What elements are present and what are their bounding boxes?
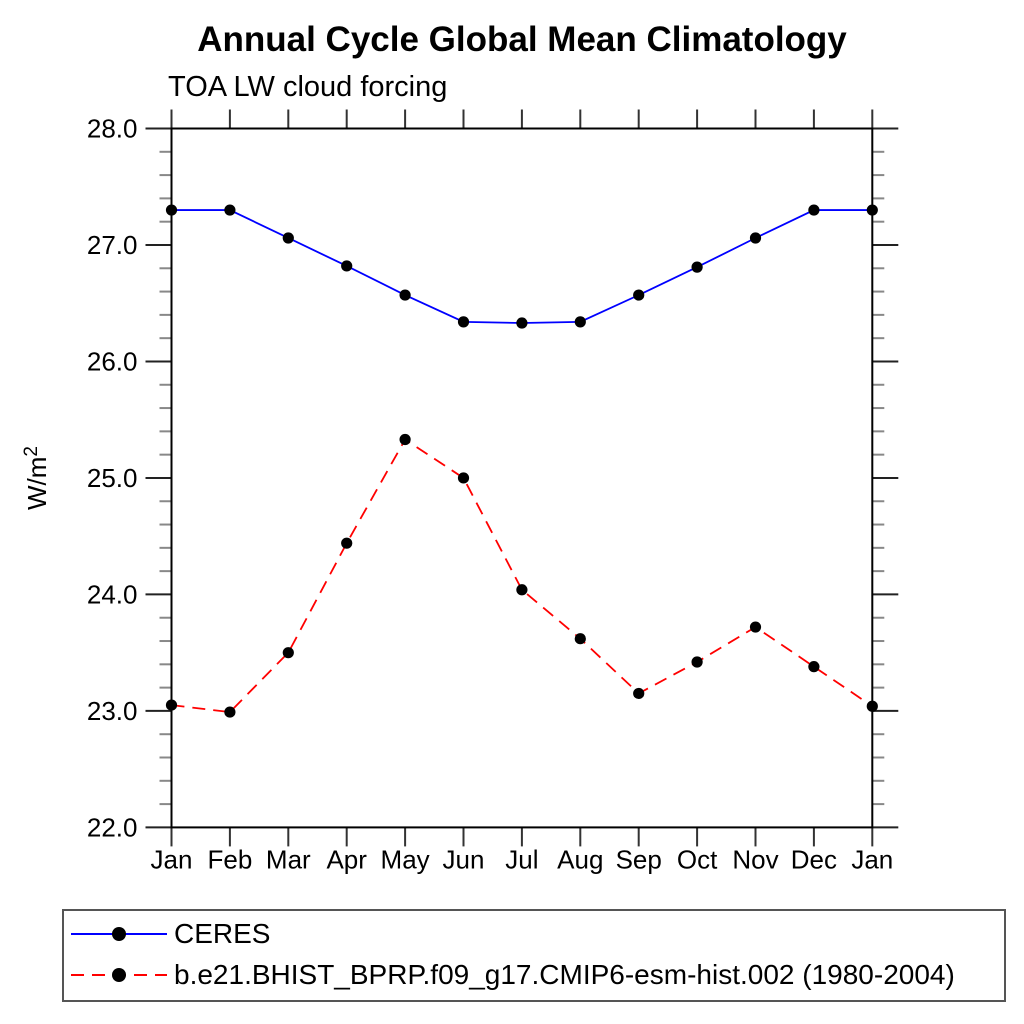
data-point-marker xyxy=(691,656,703,668)
x-tick-labels: Jan Feb Mar Apr May Jun Jul Aug Sep Oct Nov Dec Jan xyxy=(151,844,894,874)
y-tick-label: 26.0 xyxy=(87,346,138,376)
series-model xyxy=(165,433,878,718)
x-tick-label: Jan xyxy=(151,844,193,874)
axis-ticks xyxy=(145,109,899,847)
data-point-marker xyxy=(457,472,470,484)
plot-frame xyxy=(170,127,874,829)
series-ceres xyxy=(165,204,878,329)
x-tick-label: Sep xyxy=(616,844,662,874)
chart-title: Annual Cycle Global Mean Climatology xyxy=(197,20,847,59)
data-point-marker xyxy=(633,687,645,700)
data-point-marker xyxy=(224,204,236,216)
legend-item: CERES xyxy=(64,914,1004,954)
data-point-marker xyxy=(808,204,820,216)
y-tick-label: 27.0 xyxy=(87,230,138,260)
legend-label: b.e21.BHIST_BPRP.f09_g17.CMIP6-esm-hist.… xyxy=(174,959,955,991)
x-tick-label: Mar xyxy=(266,844,311,874)
data-point-marker xyxy=(516,584,528,596)
legend: CERES b.e21.BHIST_BPRP.f09_g17.CMIP6-esm-… xyxy=(62,909,1006,1002)
series-line xyxy=(171,438,873,714)
data-point-marker xyxy=(574,316,586,328)
data-point-marker xyxy=(749,621,762,633)
data-point-marker xyxy=(749,232,762,244)
data-point-marker xyxy=(282,647,294,659)
data-point-marker xyxy=(224,706,236,718)
data-point-marker xyxy=(866,204,878,216)
x-tick-label: Oct xyxy=(677,844,718,874)
x-tick-label: Jun xyxy=(443,844,485,874)
x-tick-label: Aug xyxy=(557,844,603,874)
x-tick-label: Feb xyxy=(207,844,252,874)
dashed-line-marker-icon xyxy=(71,968,167,983)
data-point-marker xyxy=(282,232,294,244)
data-point-marker xyxy=(457,316,470,328)
data-point-marker xyxy=(574,633,586,645)
x-tick-label: Dec xyxy=(791,844,837,874)
solid-line-marker-icon xyxy=(71,926,167,941)
data-point-marker xyxy=(516,317,528,329)
legend-item: b.e21.BHIST_BPRP.f09_g17.CMIP6-esm-hist.… xyxy=(64,955,1004,995)
x-tick-label: Nov xyxy=(732,844,778,874)
y-tick-labels: 22.0 23.0 24.0 25.0 26.0 27.0 28.0 xyxy=(87,114,138,843)
y-tick-label: 23.0 xyxy=(87,696,138,726)
x-tick-label: Jul xyxy=(505,844,538,874)
x-tick-label: May xyxy=(381,844,430,874)
data-point-marker xyxy=(399,433,411,446)
legend-label: CERES xyxy=(174,917,271,949)
data-point-marker xyxy=(341,537,353,549)
data-point-marker xyxy=(165,204,178,216)
x-tick-label: Jan xyxy=(851,844,893,874)
series-line xyxy=(171,209,873,324)
data-point-marker xyxy=(341,260,353,272)
x-tick-label: Apr xyxy=(326,844,367,874)
y-tick-label: 28.0 xyxy=(87,114,138,144)
y-tick-label: 24.0 xyxy=(87,579,138,609)
y-tick-label: 25.0 xyxy=(87,463,138,493)
data-point-marker xyxy=(633,289,645,301)
data-point-marker xyxy=(165,699,178,711)
data-point-marker xyxy=(866,700,878,712)
data-point-marker xyxy=(399,289,411,301)
data-point-marker xyxy=(691,261,703,273)
y-tick-label: 22.0 xyxy=(87,812,138,842)
chart-subtitle: TOA LW cloud forcing xyxy=(168,71,448,103)
data-point-marker xyxy=(808,661,820,673)
y-axis-label: W/m2 xyxy=(21,446,52,510)
